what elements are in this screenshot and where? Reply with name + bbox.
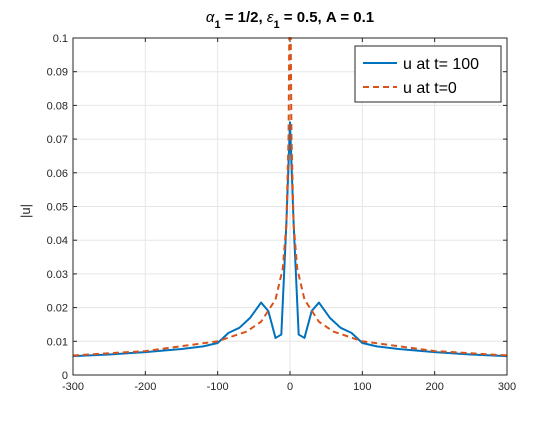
y-tick-label: 0.08 [47, 100, 68, 112]
x-tick-label: -200 [134, 381, 156, 393]
y-tick-label: 0.09 [47, 67, 68, 79]
y-tick-label: 0.02 [47, 303, 68, 315]
x-tick-label: 200 [425, 381, 443, 393]
legend-label-1: u at t= 100 [403, 56, 479, 73]
axes-box [72, 37, 508, 376]
x-tick-label: -100 [207, 381, 229, 393]
y-axis-label: |u| [18, 204, 33, 218]
legend-box [354, 45, 502, 103]
y-tick-label: 0 [62, 370, 68, 382]
y-tick-label: 0.06 [47, 168, 68, 180]
x-tick-label: 100 [353, 381, 371, 393]
legend-label-2: u at t=0 [403, 80, 457, 97]
y-tick-label: 0.04 [47, 235, 68, 247]
chart-title: α1 = 1/2, ε1 = 0.5, A = 0.1 [206, 9, 374, 31]
x-tick-label: -300 [62, 381, 84, 393]
x-tick-label: 0 [287, 381, 293, 393]
x-tick-label: 300 [498, 381, 516, 393]
y-tick-label: 0.05 [47, 202, 68, 214]
y-tick-label: 0.01 [47, 336, 68, 348]
series-line-1 [72, 121, 508, 358]
y-tick-label: 0.03 [47, 269, 68, 281]
y-tick-label: 0.07 [47, 134, 68, 146]
y-tick-label: 0.1 [53, 33, 68, 45]
